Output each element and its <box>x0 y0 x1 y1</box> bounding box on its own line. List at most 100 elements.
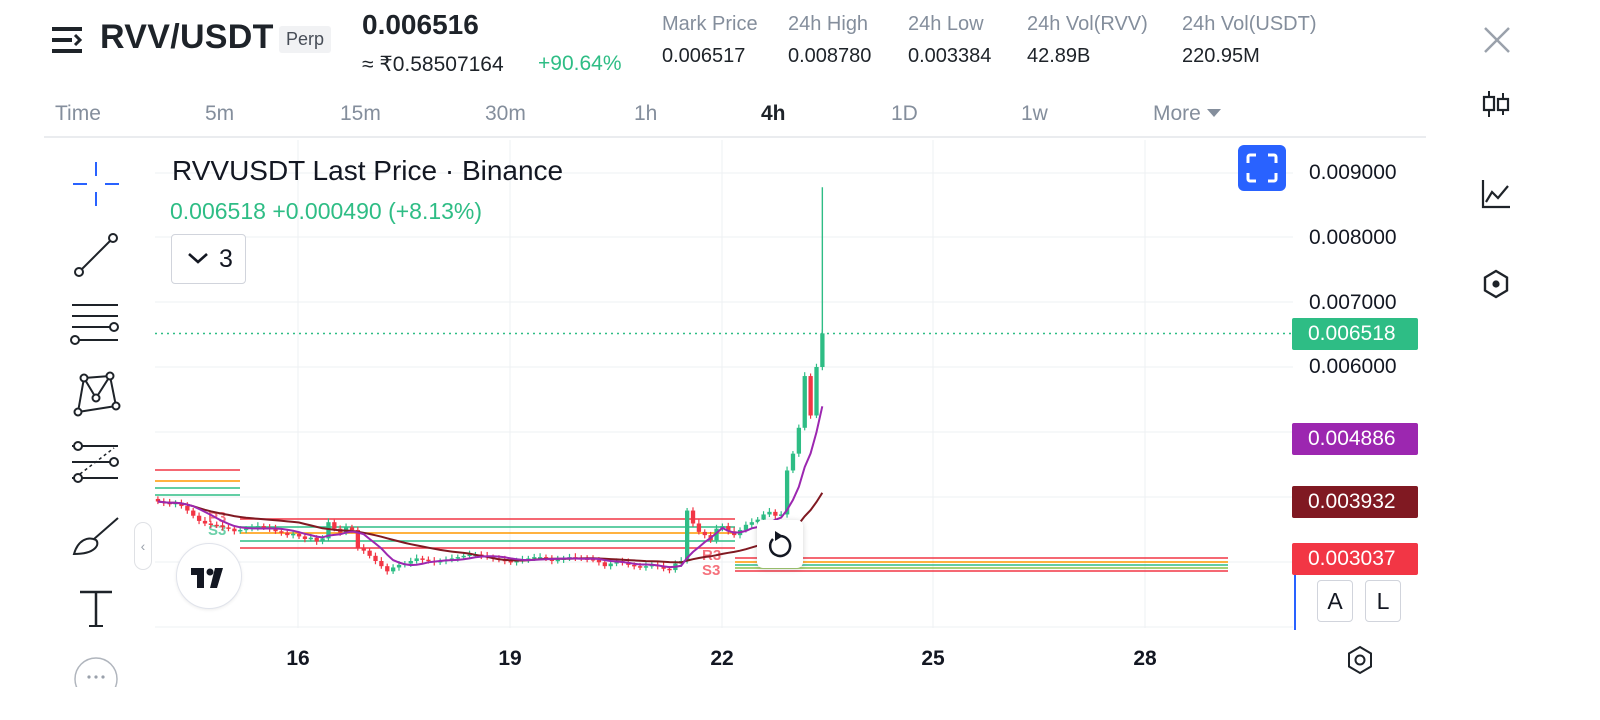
candle-body <box>543 557 549 559</box>
candle-body <box>637 566 643 568</box>
horizontal-lines-icon[interactable] <box>70 298 122 350</box>
stat-value: 0.003384 <box>908 45 992 67</box>
candle-body <box>408 561 413 564</box>
last-price-tag: 0.006518 <box>1292 318 1418 350</box>
candle-body <box>320 538 325 542</box>
text-icon[interactable] <box>70 582 122 634</box>
inr-price: ≈ ₹0.58507164 <box>362 53 504 76</box>
timeframe-30m[interactable]: 30m <box>485 102 526 125</box>
candle-body <box>767 511 772 515</box>
candlesticks <box>155 187 825 575</box>
line-chart-icon[interactable] <box>1480 178 1512 210</box>
close-icon[interactable] <box>1483 26 1511 54</box>
candle-body <box>420 558 425 560</box>
timeframe-1d[interactable]: 1D <box>891 102 918 125</box>
candle-body <box>379 561 384 567</box>
indicator-count: 3 <box>219 245 233 273</box>
candle-body <box>291 533 296 536</box>
candle-body <box>790 453 796 471</box>
fib-icon[interactable] <box>70 438 122 490</box>
price-axis-label: 0.008000 <box>1309 226 1397 249</box>
timeframe-more[interactable]: More <box>1153 102 1221 126</box>
candle-body <box>590 559 596 561</box>
fullscreen-button[interactable] <box>1238 145 1286 191</box>
candle-body <box>779 514 784 516</box>
timeframe-15m[interactable]: 15m <box>340 102 381 125</box>
candlestick-icon[interactable] <box>1480 88 1512 120</box>
candle-body <box>467 554 472 557</box>
reset-icon <box>768 531 792 558</box>
tradingview-logo[interactable] <box>176 543 242 609</box>
date-axis-label: 16 <box>286 647 310 670</box>
tradingview-logo-icon <box>191 568 223 588</box>
candle-body <box>385 566 390 572</box>
indicator-toggle-button[interactable]: 3 <box>171 234 246 284</box>
candle-body <box>296 533 302 537</box>
timeframe-time[interactable]: Time <box>55 102 101 125</box>
collapse-toolbar-button[interactable]: ‹ <box>134 522 152 570</box>
candle-body <box>308 537 313 540</box>
candle-body <box>391 567 396 572</box>
candle-body <box>202 520 208 524</box>
stat-label: 24h Vol(USDT) <box>1182 13 1317 35</box>
more-icon[interactable] <box>70 655 122 687</box>
pair-symbol[interactable]: RVV/USDT <box>100 18 274 56</box>
candle-body <box>332 522 337 529</box>
candle-body <box>273 528 278 532</box>
stat-mark-price: Mark Price 0.006517 <box>662 13 758 68</box>
timeframe-4h[interactable]: 4h <box>761 102 786 125</box>
timeframe-1h[interactable]: 1h <box>634 102 658 125</box>
contract-type-badge: Perp <box>279 26 332 53</box>
timeframe-1w[interactable]: 1w <box>1021 102 1048 125</box>
menu-icon[interactable] <box>52 26 84 54</box>
fullscreen-icon <box>1246 153 1278 183</box>
date-axis-label: 22 <box>710 647 734 670</box>
candle-body <box>461 555 466 558</box>
hexagon-icon[interactable] <box>1480 268 1512 300</box>
candle-body <box>279 531 284 533</box>
candle-body <box>802 376 807 428</box>
candle-body <box>302 536 308 540</box>
auto-scale-button[interactable]: A <box>1317 580 1353 622</box>
ma-slow-tag: 0.003932 <box>1292 486 1418 518</box>
reset-chart-button[interactable] <box>757 520 803 568</box>
chevron-down-icon <box>188 253 208 264</box>
candle-body <box>749 522 754 525</box>
candle-body <box>667 568 672 571</box>
candle-body <box>643 566 649 568</box>
stat-value: 0.008780 <box>788 45 872 67</box>
candle-body <box>632 564 637 567</box>
stat-label: Mark Price <box>662 13 758 35</box>
stat-24h-vol-base: 24h Vol(RVV) 42.89B <box>1027 13 1148 68</box>
candle-body <box>396 564 402 568</box>
stat-value: 42.89B <box>1027 45 1091 67</box>
pattern-icon[interactable] <box>70 368 122 420</box>
chart-price-change: 0.006518 +0.000490 (+8.13%) <box>170 198 483 224</box>
candle-body <box>808 376 813 416</box>
price-axis-label: 0.007000 <box>1309 291 1397 314</box>
candle-body <box>726 526 731 532</box>
candle-body <box>426 559 431 562</box>
timeframe-more-label: More <box>1153 102 1201 125</box>
candle-body <box>314 537 319 542</box>
candle-body <box>191 510 196 516</box>
trend-line-icon[interactable] <box>70 228 122 280</box>
candle-body <box>761 514 766 520</box>
candle-body <box>185 506 190 511</box>
stat-value: 220.95M <box>1182 45 1260 67</box>
candle-body <box>196 515 202 521</box>
crosshair-icon[interactable] <box>70 158 122 210</box>
timeframe-5m[interactable]: 5m <box>205 102 235 125</box>
candle-body <box>743 524 749 530</box>
candle-body <box>226 527 231 529</box>
log-scale-button[interactable]: L <box>1365 580 1401 622</box>
brush-icon[interactable] <box>70 510 122 562</box>
ma-slow-line <box>157 492 824 564</box>
candle-body <box>696 523 702 532</box>
candle-body <box>690 510 696 524</box>
date-axis-label: 19 <box>498 647 522 670</box>
candle-body <box>355 529 361 549</box>
axis-settings-icon[interactable] <box>1345 645 1375 675</box>
price-axis-label: 0.006000 <box>1309 355 1397 378</box>
